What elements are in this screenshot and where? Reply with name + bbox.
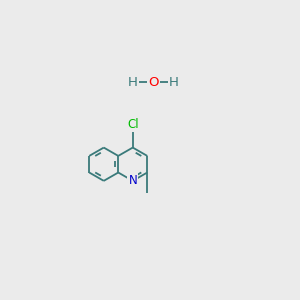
Text: N: N [128, 174, 137, 187]
Text: O: O [148, 76, 159, 89]
Text: H: H [169, 76, 178, 89]
Text: Cl: Cl [127, 118, 139, 131]
Text: H: H [128, 76, 138, 89]
